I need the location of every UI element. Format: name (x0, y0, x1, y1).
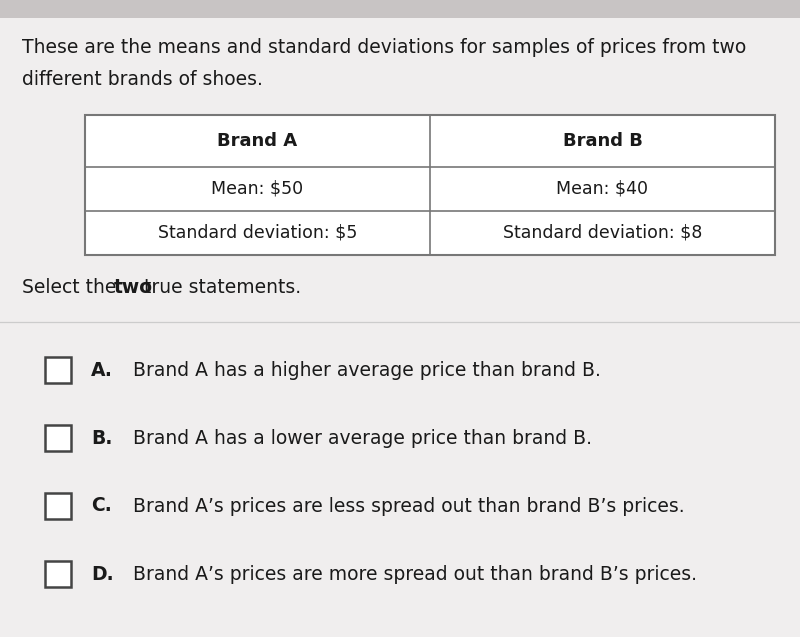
FancyBboxPatch shape (45, 493, 71, 519)
FancyBboxPatch shape (45, 357, 71, 383)
Text: true statements.: true statements. (138, 278, 302, 297)
Text: Standard deviation: $5: Standard deviation: $5 (158, 224, 357, 242)
Text: Select the: Select the (22, 278, 122, 297)
Text: These are the means and standard deviations for samples of prices from two: These are the means and standard deviati… (22, 38, 746, 57)
Text: Brand A: Brand A (218, 132, 298, 150)
Text: Brand B: Brand B (562, 132, 642, 150)
Text: B.: B. (91, 429, 112, 448)
Text: Mean: $40: Mean: $40 (557, 180, 649, 198)
Text: A.: A. (91, 361, 113, 380)
Text: Brand A’s prices are more spread out than brand B’s prices.: Brand A’s prices are more spread out tha… (133, 564, 697, 583)
Text: D.: D. (91, 564, 114, 583)
Text: Standard deviation: $8: Standard deviation: $8 (503, 224, 702, 242)
Text: Brand A’s prices are less spread out than brand B’s prices.: Brand A’s prices are less spread out tha… (133, 496, 685, 515)
FancyBboxPatch shape (45, 425, 71, 451)
FancyBboxPatch shape (45, 561, 71, 587)
Bar (85, 115, 775, 255)
Text: C.: C. (91, 496, 112, 515)
Text: Brand A has a higher average price than brand B.: Brand A has a higher average price than … (133, 361, 601, 380)
Text: different brands of shoes.: different brands of shoes. (22, 70, 263, 89)
Text: Brand A has a lower average price than brand B.: Brand A has a lower average price than b… (133, 429, 592, 448)
Text: Mean: $50: Mean: $50 (211, 180, 303, 198)
Bar (0, 0, 800, 18)
Text: two: two (114, 278, 152, 297)
Bar (85, 115, 775, 255)
